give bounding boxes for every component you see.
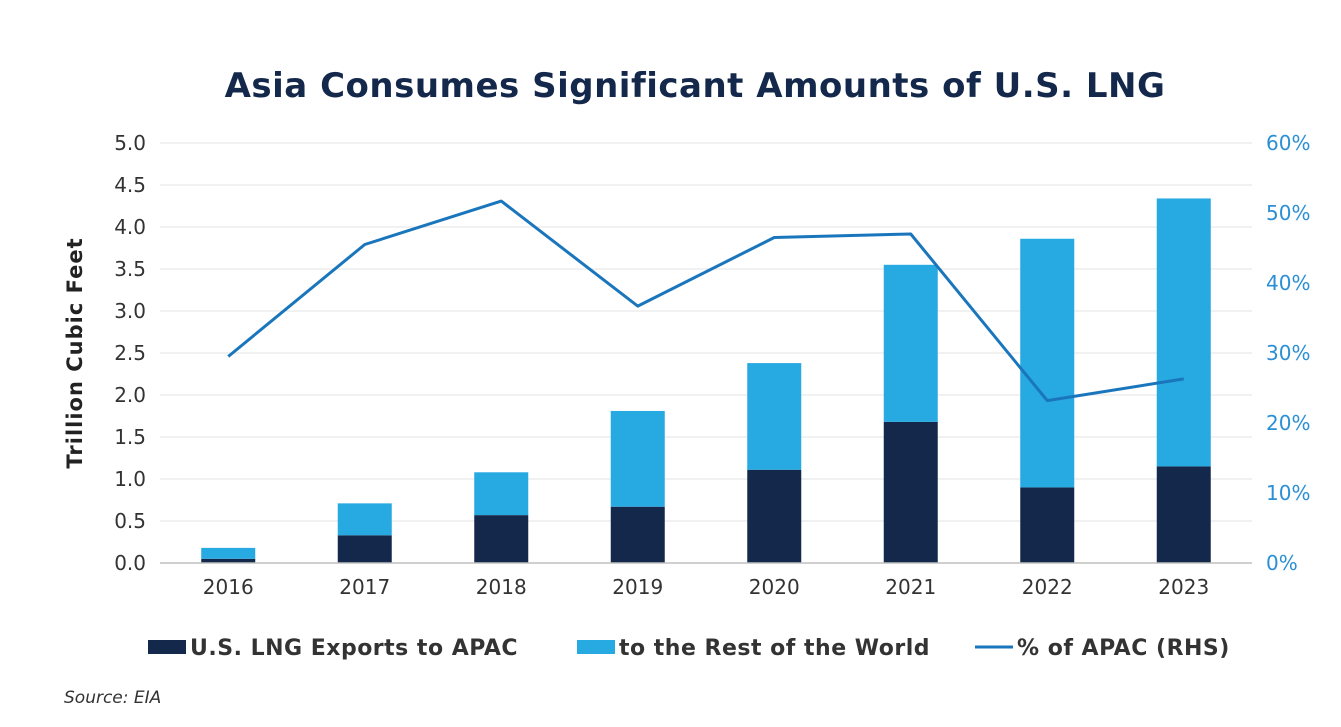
y2-tick-label: 30%	[1266, 341, 1310, 365]
bar-rest-of-world	[1020, 238, 1075, 488]
bars	[201, 198, 1211, 563]
y2-tick-label: 10%	[1266, 481, 1310, 505]
legend: U.S. LNG Exports to APAC to the Rest of t…	[148, 636, 1230, 661]
bar-rest-of-world	[1156, 198, 1211, 467]
legend-label-apac: U.S. LNG Exports to APAC	[190, 636, 518, 661]
x-tick-label: 2022	[1022, 575, 1073, 599]
x-tick-label: 2017	[339, 575, 390, 599]
y-tick-label: 3.0	[114, 299, 146, 323]
legend-swatch-apac	[148, 640, 186, 654]
x-tick-label: 2023	[1158, 575, 1209, 599]
y2-tick-label: 60%	[1266, 131, 1310, 155]
bar-rest-of-world	[201, 547, 256, 559]
y2-tick-label: 50%	[1266, 201, 1310, 225]
x-tick-label: 2016	[203, 575, 254, 599]
bar-rest-of-world	[610, 410, 665, 507]
apac-share-line	[227, 199, 1184, 403]
axes: 0.0 0.5 1.0 1.5 2.0 2.5 3.0 3.5 4.0 4.5 5.0 0% 10% 20…	[63, 131, 1310, 599]
bar-rest-of-world	[474, 472, 529, 516]
x-tick-label: 2019	[612, 575, 663, 599]
x-tick-label: 2020	[749, 575, 800, 599]
bar-apac	[474, 515, 529, 563]
bar-apac	[1156, 466, 1211, 563]
bar-apac	[610, 506, 665, 563]
x-tick-label: 2021	[885, 575, 936, 599]
y-tick-label: 0.0	[114, 551, 146, 575]
bar-rest-of-world	[337, 503, 392, 536]
bar-rest-of-world	[883, 264, 938, 422]
bar-apac	[201, 558, 256, 563]
y-axis-label: Trillion Cubic Feet	[63, 237, 87, 468]
y2-tick-label: 20%	[1266, 411, 1310, 435]
y-tick-label: 1.5	[114, 425, 146, 449]
x-tick-label: 2018	[476, 575, 527, 599]
bar-apac	[883, 421, 938, 563]
y2-tick-label: 40%	[1266, 271, 1310, 295]
bar-apac	[1020, 487, 1075, 563]
legend-label-rest: to the Rest of the World	[619, 636, 930, 661]
y-tick-label: 2.0	[114, 383, 146, 407]
y-tick-label: 4.0	[114, 215, 146, 239]
y2-tick-label: 0%	[1266, 551, 1298, 575]
y-tick-label: 2.5	[114, 341, 146, 365]
bar-rest-of-world	[747, 363, 802, 470]
y-tick-label: 1.0	[114, 467, 146, 491]
y-tick-label: 4.5	[114, 173, 146, 197]
source-note: Source: EIA	[64, 688, 162, 708]
legend-label-line: % of APAC (RHS)	[1017, 636, 1230, 661]
chart-title: Asia Consumes Significant Amounts of U.S…	[224, 66, 1166, 106]
y-tick-label: 5.0	[114, 131, 146, 155]
legend-swatch-rest	[577, 640, 615, 654]
y-tick-label: 3.5	[114, 257, 146, 281]
line-apac-share	[227, 199, 1184, 403]
bar-apac	[747, 469, 802, 563]
gridlines	[160, 142, 1252, 522]
y-tick-label: 0.5	[114, 509, 146, 533]
bar-apac	[337, 535, 392, 563]
